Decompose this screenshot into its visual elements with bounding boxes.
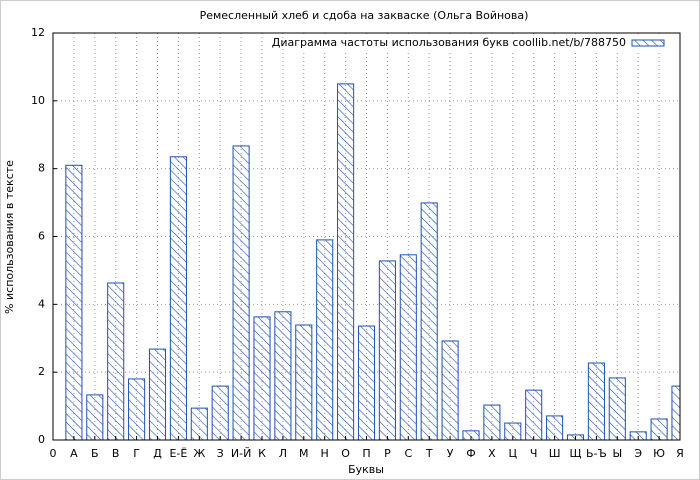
x-tick-label: Ч xyxy=(530,447,538,460)
bar xyxy=(378,260,396,440)
x-tick-label: Е-Ё xyxy=(169,447,187,460)
x-tick-label: Х xyxy=(488,447,496,460)
bar xyxy=(399,254,417,440)
x-tick-label: И-Й xyxy=(231,447,251,460)
y-tick-label: 6 xyxy=(38,230,45,243)
bar xyxy=(148,348,167,440)
x-tick-label: В xyxy=(112,447,120,460)
x-tick-label: Э xyxy=(634,447,642,460)
bar xyxy=(190,407,208,440)
bar xyxy=(316,239,334,440)
bar xyxy=(86,394,104,440)
y-tick-label: 8 xyxy=(38,162,45,175)
bar xyxy=(65,164,83,440)
bar xyxy=(232,145,250,440)
y-tick-label: 2 xyxy=(38,365,45,378)
x-tick-label: Г xyxy=(133,447,140,460)
x-tick-label: Д xyxy=(153,447,162,460)
bar xyxy=(337,83,355,440)
x-tick-label: Ф xyxy=(466,447,475,460)
y-tick-label: 0 xyxy=(38,433,45,446)
bar xyxy=(525,389,543,440)
bar xyxy=(587,362,605,440)
bar xyxy=(128,378,146,440)
legend: Диаграмма частоты использования букв coo… xyxy=(272,35,677,51)
bars xyxy=(65,83,680,440)
legend-label: Диаграмма частоты использования букв coo… xyxy=(272,36,626,49)
y-tick-label: 10 xyxy=(31,94,45,107)
x-tick-label: Щ xyxy=(569,447,581,460)
y-tick-label: 4 xyxy=(38,297,45,310)
bar xyxy=(274,311,292,440)
x-tick-label: Н xyxy=(321,447,329,460)
x-tick-label: А xyxy=(70,447,78,460)
legend-background xyxy=(287,35,677,51)
x-tick-label: С xyxy=(404,447,412,460)
bar xyxy=(107,282,125,440)
x-tick-label: Ж xyxy=(193,447,205,460)
x-tick-label: К xyxy=(258,447,266,460)
x-tick-label: Б xyxy=(91,447,99,460)
bar xyxy=(211,385,229,440)
x-tick-label: Ц xyxy=(509,447,518,460)
x-tick-label: О xyxy=(341,447,350,460)
bar xyxy=(357,325,376,440)
bar xyxy=(253,316,271,440)
x-tick-label: Т xyxy=(425,447,433,460)
y-tick-label: 12 xyxy=(31,26,45,39)
bar xyxy=(295,324,313,440)
y-axis-label: % использования в тексте xyxy=(3,160,16,314)
bar xyxy=(169,156,187,440)
bar xyxy=(420,202,438,440)
x-tick-label: М xyxy=(299,447,309,460)
x-tick-label: П xyxy=(362,447,370,460)
x-tick-label: Р xyxy=(384,447,391,460)
chart-title: Ремесленный хлеб и сдоба на закваске (Ол… xyxy=(200,9,529,22)
x-tick-label: Ш xyxy=(549,447,561,460)
x-tick-label: Я xyxy=(676,447,684,460)
bar xyxy=(483,404,501,440)
x-tick-label: З xyxy=(217,447,224,460)
bar xyxy=(650,418,668,440)
x-tick-label: Ы xyxy=(612,447,622,460)
bar xyxy=(608,377,626,440)
x-tick-label: Ь-Ъ xyxy=(586,447,607,460)
legend-swatch xyxy=(631,39,665,47)
x-tick-label: У xyxy=(447,447,454,460)
x-axis-label: Буквы xyxy=(348,463,384,476)
x-tick-label: 0 xyxy=(50,447,57,460)
bar xyxy=(441,340,459,440)
x-tick-label: Л xyxy=(279,447,287,460)
x-tick-label: Ю xyxy=(653,447,665,460)
